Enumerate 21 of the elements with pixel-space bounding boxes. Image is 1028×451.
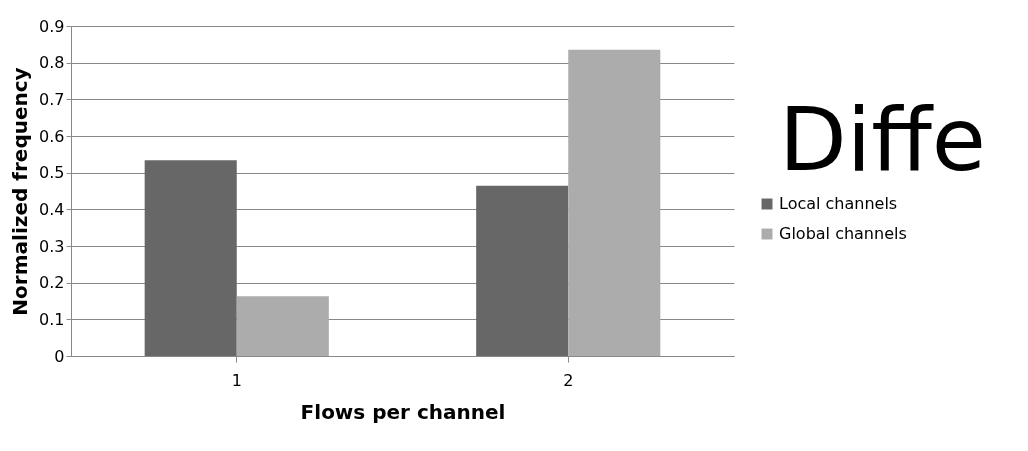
y-tick-label: 0.7: [39, 89, 65, 109]
bar: [568, 49, 661, 356]
y-tick-label: 0.6: [39, 126, 65, 146]
y-tick-label: 0.8: [39, 53, 65, 73]
y-axis-title: Normalized frequency: [8, 67, 33, 316]
y-tick-label: 0: [54, 346, 65, 366]
bar: [236, 296, 329, 356]
legend-label: Local channels: [779, 194, 898, 213]
y-tick-label: 0.5: [39, 163, 65, 183]
bar: [144, 160, 237, 356]
x-tick-label: 2: [563, 370, 574, 390]
bar: [476, 185, 569, 356]
x-axis-title: Flows per channel: [300, 399, 506, 424]
y-tick-label: 0.3: [39, 236, 65, 256]
legend-label: Global channels: [779, 224, 907, 243]
y-tick-label: 0.2: [39, 273, 65, 293]
text: Diffe: [779, 88, 986, 191]
y-tick-label: 0.4: [39, 199, 65, 219]
x-tick-label: 1: [231, 370, 242, 390]
y-tick-label: 0.1: [39, 309, 65, 329]
y-tick-label: 0.9: [39, 16, 65, 36]
